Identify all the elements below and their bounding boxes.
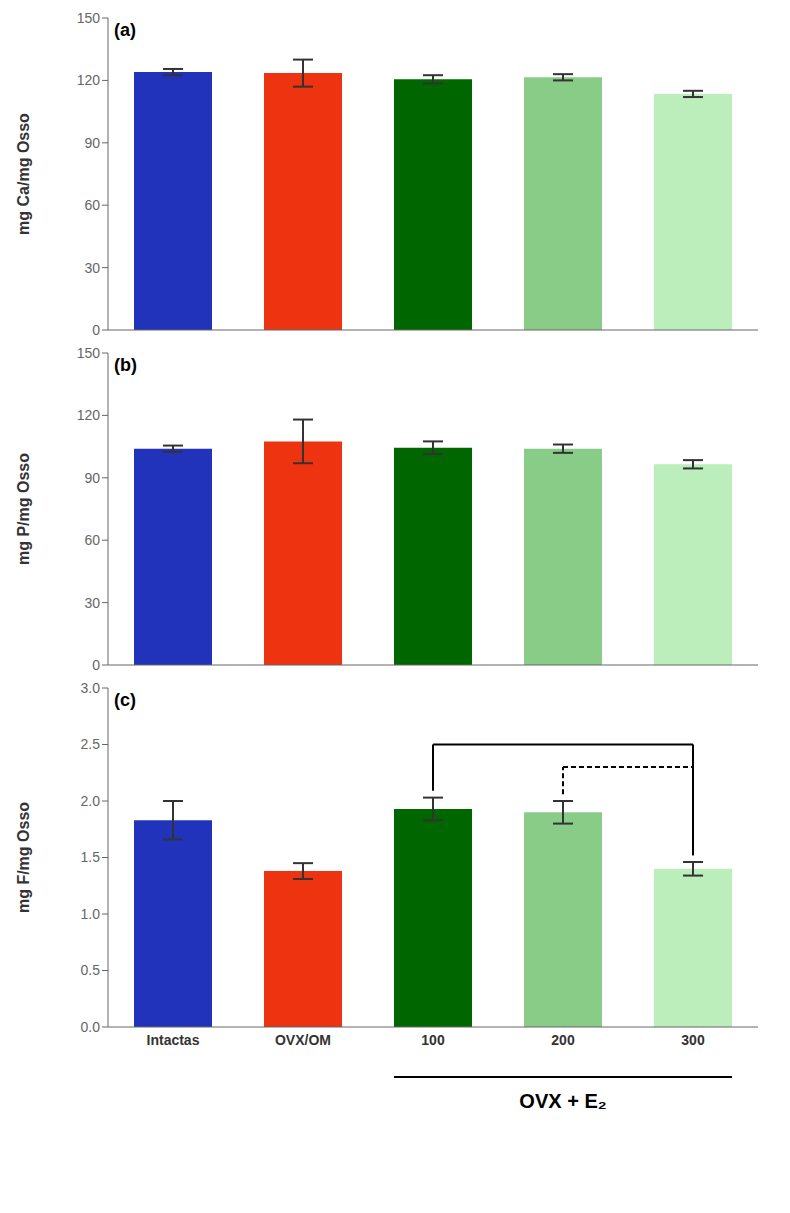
svg-text:3.0: 3.0 [81, 680, 101, 696]
svg-text:60: 60 [84, 532, 100, 548]
html-text:(c): (c) [114, 690, 136, 710]
svg-text:150: 150 [77, 345, 101, 361]
svg-text:120: 120 [77, 407, 101, 423]
svg-text:60: 60 [84, 197, 100, 213]
svg-text:Intactas: Intactas [147, 1032, 200, 1048]
svg-text:mg Ca/mg Osso: mg Ca/mg Osso [15, 113, 32, 235]
svg-text:30: 30 [84, 260, 100, 276]
html-text:(b): (b) [114, 355, 137, 375]
svg-text:1.0: 1.0 [81, 906, 101, 922]
svg-text:0.0: 0.0 [81, 1019, 101, 1035]
svg-text:150: 150 [77, 10, 101, 26]
svg-text:100: 100 [421, 1032, 445, 1048]
svg-text:0: 0 [92, 322, 100, 338]
svg-text:120: 120 [77, 72, 101, 88]
svg-text:1.5: 1.5 [81, 849, 101, 865]
svg-text:mg P/mg Osso: mg P/mg Osso [15, 453, 32, 565]
svg-text:30: 30 [84, 595, 100, 611]
html-text:(a): (a) [114, 20, 136, 40]
svg-text:2.5: 2.5 [81, 736, 101, 752]
svg-text:90: 90 [84, 470, 100, 486]
svg-text:90: 90 [84, 135, 100, 151]
svg-text:200: 200 [551, 1032, 575, 1048]
svg-text:mg F/mg Osso: mg F/mg Osso [15, 802, 32, 913]
html-text:OVX + E₂: OVX + E₂ [519, 1090, 607, 1112]
svg-text:OVX/OM: OVX/OM [275, 1032, 331, 1048]
svg-text:0.5: 0.5 [81, 962, 101, 978]
svg-text:2.0: 2.0 [81, 793, 101, 809]
svg-text:0: 0 [92, 657, 100, 673]
svg-text:300: 300 [681, 1032, 705, 1048]
